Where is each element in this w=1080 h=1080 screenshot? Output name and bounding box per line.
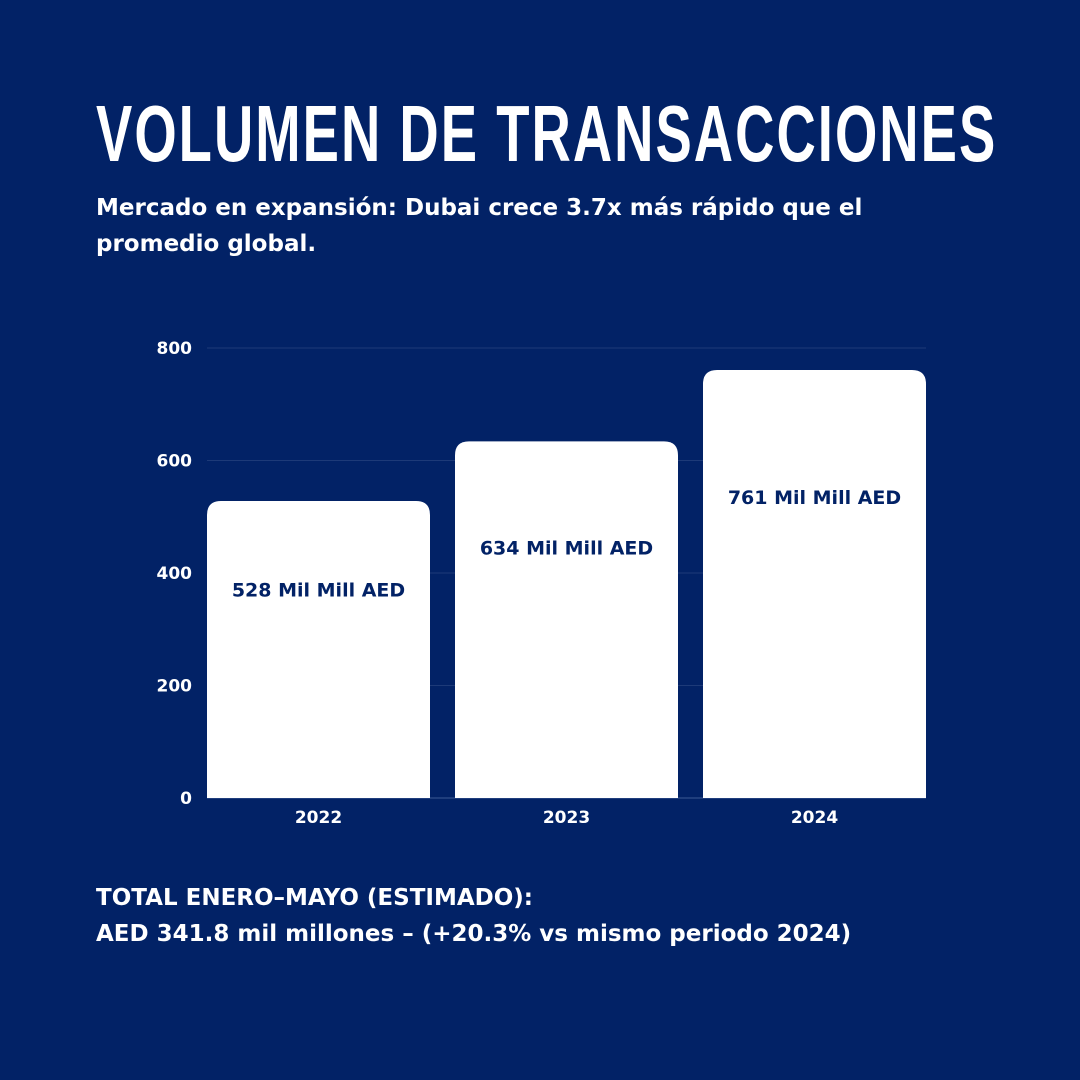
data-labels: 528 Mil Mill AED 634 Mil Mill AED 761 Mil … — [232, 487, 901, 601]
footer-summary: TOTAL ENERO–MAYO (ESTIMADO): AED 341.8 m… — [96, 880, 996, 952]
page-title: VOLUMEN DE TRANSACCIONES — [96, 89, 998, 178]
footer-total-heading: TOTAL ENERO–MAYO (ESTIMADO): — [96, 885, 533, 911]
y-tick-label: 600 — [157, 452, 193, 472]
footer-total-value: AED 341.8 mil millones – (+20.3% vs mism… — [96, 921, 852, 947]
data-label: 528 Mil Mill AED — [232, 580, 405, 602]
bars — [207, 369, 926, 798]
bar-2022 — [207, 501, 430, 798]
bar-2023 — [455, 441, 678, 798]
x-tick-label: 2022 — [295, 808, 342, 828]
x-tick-label: 2023 — [543, 808, 590, 828]
data-label: 761 Mil Mill AED — [728, 487, 901, 509]
y-axis-ticks: 0 200 400 600 800 — [157, 339, 193, 809]
x-tick-label: 2024 — [791, 808, 838, 828]
x-axis-ticks: 2022 2023 2024 — [295, 808, 838, 828]
y-tick-label: 800 — [157, 339, 193, 359]
y-tick-label: 0 — [180, 789, 192, 809]
y-tick-label: 200 — [157, 677, 193, 697]
data-label: 634 Mil Mill AED — [480, 538, 653, 560]
page-subtitle: Mercado en expansión: Dubai crece 3.7x m… — [96, 195, 863, 257]
y-tick-label: 400 — [157, 564, 193, 584]
bar-2024 — [703, 369, 926, 798]
